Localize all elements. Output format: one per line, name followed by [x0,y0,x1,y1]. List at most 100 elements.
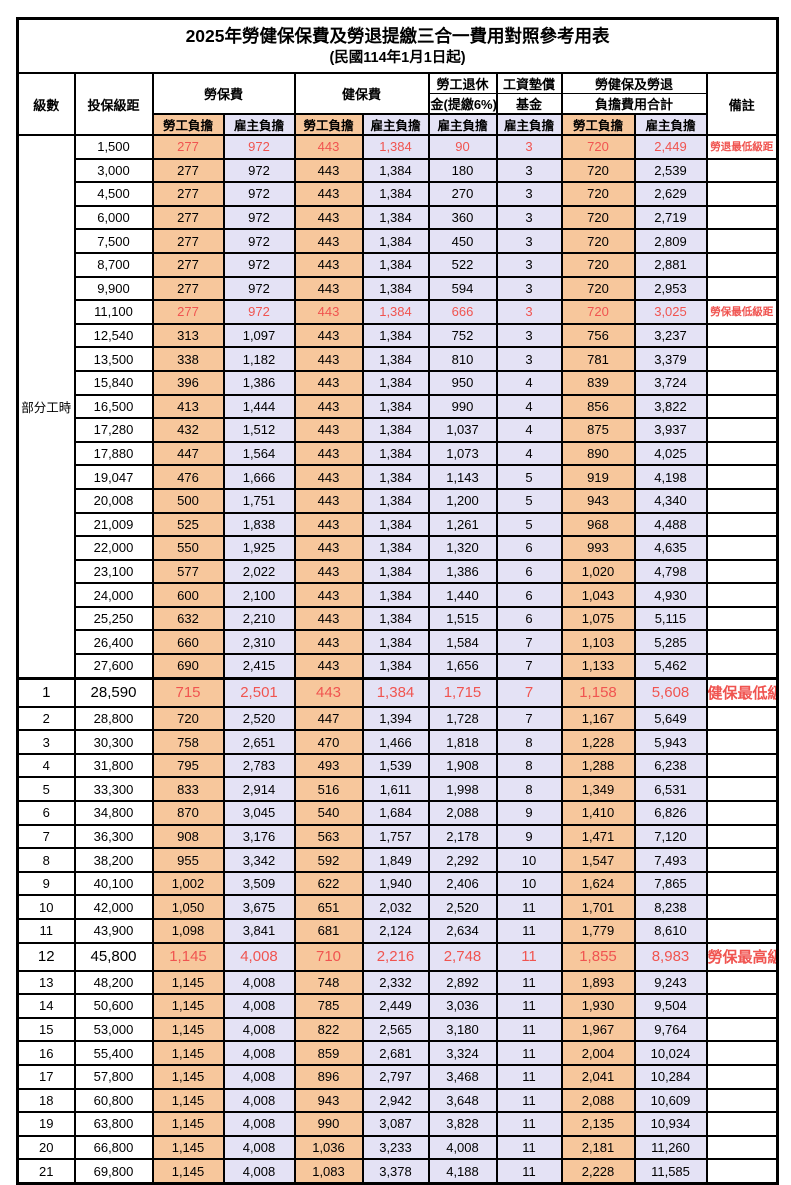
value-cell: 2,228 [560,1158,636,1185]
value-cell: 443 [293,464,364,490]
remark-cell [705,417,779,443]
value-cell: 2,178 [427,823,498,850]
value-cell: 1,384 [361,204,430,231]
value-cell: 3,180 [427,1016,498,1043]
value-cell: 1,849 [361,847,430,873]
value-cell: 993 [560,535,636,561]
value-cell: 313 [151,322,225,349]
level-cell: 11 [16,918,76,944]
table-row: 6,000 277 972 443 1,384 360 3 720 2,719 [18,204,779,231]
value-cell: 413 [151,393,225,420]
value-cell: 810 [427,346,498,372]
table-row: 15 53,000 1,145 4,008 822 2,565 3,180 11 1,967 9,… [16,1016,779,1043]
value-cell: 10,024 [633,1040,708,1066]
value-cell: 2,719 [633,204,708,231]
value-cell: 972 [222,157,296,184]
value-cell: 11,585 [633,1158,708,1185]
bracket-cell: 4,500 [73,181,154,207]
value-cell: 4,008 [222,1016,296,1043]
value-cell: 3,675 [222,894,296,920]
remark-cell [705,558,779,585]
value-cell: 443 [293,346,364,372]
value-cell: 2,953 [633,275,708,302]
value-cell: 600 [151,582,225,608]
value-cell: 2,797 [361,1063,430,1090]
value-cell: 3,509 [222,870,296,897]
value-cell: 2,041 [560,1063,636,1090]
value-cell: 1,547 [560,847,636,873]
bracket-cell: 69,800 [73,1158,154,1185]
table-row: 4,500 277 972 443 1,384 270 3 720 2,629 [18,181,779,207]
value-cell: 592 [293,847,364,873]
value-cell: 1,656 [427,653,498,680]
value-cell: 2,135 [560,1111,636,1137]
value-cell: 720 [151,705,225,732]
bracket-cell: 3,000 [73,157,154,184]
value-cell: 1,512 [222,417,296,443]
table-row: 19 63,800 1,145 4,008 990 3,087 3,828 11 2,135 10… [16,1111,779,1137]
value-cell: 622 [293,870,364,897]
value-cell: 1,384 [361,487,430,514]
value-cell: 1,384 [361,134,430,160]
remark-cell [705,894,779,920]
col-header-wage-fund-line1: 工資墊償 [495,72,563,94]
value-cell: 3 [495,251,563,278]
table-subtitle: (民國114年1月1日起) [329,50,466,67]
subheader-total-employee: 勞工負擔 [560,113,636,136]
value-cell: 443 [293,228,364,254]
remark-cell [705,847,779,873]
value-cell: 4,008 [222,1040,296,1066]
value-cell: 4,008 [222,1134,296,1161]
value-cell: 1,384 [361,251,430,278]
value-cell: 720 [560,157,636,184]
value-cell: 450 [427,228,498,254]
value-cell: 7,865 [633,870,708,897]
value-cell: 270 [427,181,498,207]
value-cell: 522 [427,251,498,278]
value-cell: 443 [293,204,364,231]
value-cell: 8 [495,752,563,779]
value-cell: 443 [293,676,364,708]
bracket-cell: 9,900 [73,275,154,302]
value-cell: 3,724 [633,369,708,396]
table-row: 部分工時 1,500 277 972 443 1,384 90 3 720 2,449 勞退最低級距 [16,133,779,680]
value-cell: 666 [427,299,498,325]
value-cell: 1,684 [361,800,430,826]
value-cell: 4,635 [633,535,708,561]
table-row: 20,008 500 1,751 443 1,384 1,200 5 943 4,340 [18,487,779,514]
value-cell: 875 [560,417,636,443]
value-cell: 890 [560,440,636,467]
value-cell: 10 [495,870,563,897]
value-cell: 550 [151,535,225,561]
level-cell: 10 [16,894,76,920]
value-cell: 338 [151,346,225,372]
value-cell: 3,468 [427,1063,498,1090]
table-row: 12,540 313 1,097 443 1,384 752 3 756 3,237 [18,322,779,349]
col-header-total-line2: 負擔費用合計 [560,93,708,115]
value-cell: 9,764 [633,1016,708,1043]
value-cell: 919 [560,464,636,490]
value-cell: 443 [293,299,364,325]
value-cell: 5,115 [633,605,708,632]
remark-cell [705,1063,779,1090]
value-cell: 1,002 [151,870,225,897]
value-cell: 651 [293,894,364,920]
remark-cell [705,1040,779,1066]
value-cell: 2,449 [633,134,708,160]
value-cell: 9,504 [633,993,708,1019]
value-cell: 1,228 [560,729,636,755]
value-cell: 1,728 [427,705,498,732]
value-cell: 856 [560,393,636,420]
value-cell: 90 [427,134,498,160]
value-cell: 1,097 [222,322,296,349]
table-row: 24,000 600 2,100 443 1,384 1,440 6 1,043 4,930 [18,582,779,608]
value-cell: 11 [495,1158,563,1185]
value-cell: 1,384 [361,629,430,656]
remark-cell [705,870,779,897]
bracket-cell: 34,800 [73,800,154,826]
value-cell: 8 [495,729,563,755]
value-cell: 5 [495,511,563,538]
value-cell: 715 [151,676,225,708]
value-cell: 839 [560,369,636,396]
value-cell: 1,384 [361,299,430,325]
